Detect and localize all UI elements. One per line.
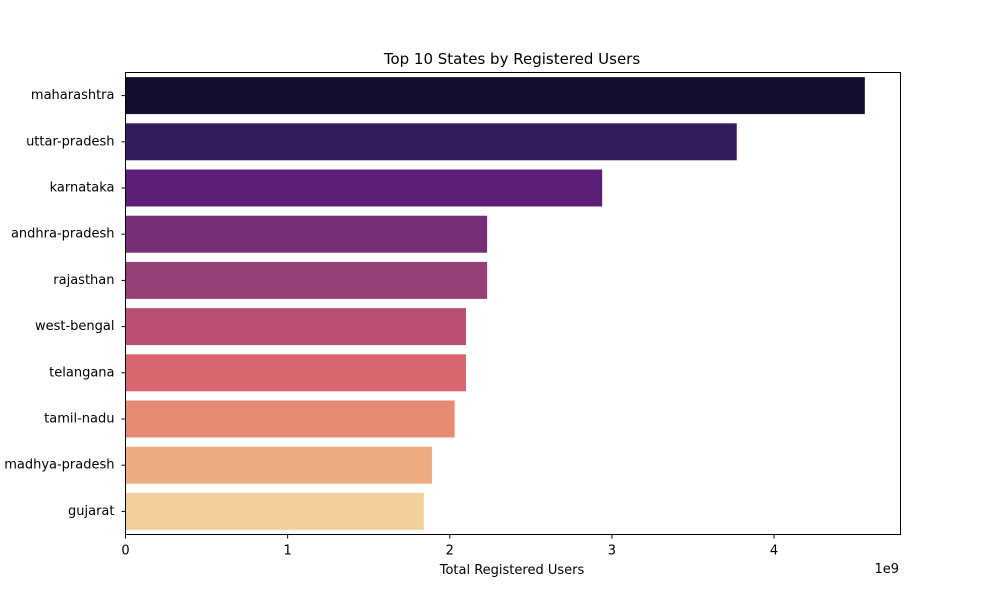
bar-gujarat (125, 492, 424, 530)
y-tick-label: madhya-pradesh (4, 458, 114, 473)
y-tick-label: andhra-pradesh (11, 227, 115, 242)
bar-rajasthan (125, 261, 488, 299)
y-tick-label: rajasthan (53, 273, 114, 288)
bar-tamil-nadu (125, 400, 455, 438)
bar-andhra-pradesh (125, 215, 488, 253)
y-tick-label: telangana (49, 365, 114, 380)
y-tick-label: west-bengal (35, 319, 115, 334)
x-axis-label: Total Registered Users (439, 563, 585, 578)
bar-uttar-pradesh (125, 123, 737, 161)
y-tick-label: gujarat (68, 504, 114, 519)
x-tick-label: 1 (283, 544, 291, 559)
chart-title: Top 10 States by Registered Users (383, 50, 641, 68)
plot-frame (125, 72, 901, 535)
x-axis-offset-label: 1e9 (874, 562, 899, 577)
bar-maharashtra (125, 77, 865, 115)
bar-west-bengal (125, 308, 466, 346)
y-tick-label: karnataka (50, 181, 115, 196)
x-tick-label: 4 (770, 544, 778, 559)
x-tick-label: 3 (608, 544, 616, 559)
y-ticks-group: maharashtra uttar-pradesh karnataka andhra-… (4, 88, 126, 519)
y-tick-label: tamil-nadu (44, 412, 114, 427)
y-tick-label: maharashtra (31, 88, 115, 103)
x-tick-label: 0 (121, 544, 129, 559)
bar-karnataka (125, 169, 603, 207)
bar-madhya-pradesh (125, 446, 432, 484)
x-ticks-group: 0 1 2 3 4 (121, 534, 778, 559)
bars-group (125, 77, 865, 530)
x-tick-label: 2 (446, 544, 454, 559)
bar-telangana (125, 354, 466, 392)
y-tick-label: uttar-pradesh (26, 134, 114, 149)
